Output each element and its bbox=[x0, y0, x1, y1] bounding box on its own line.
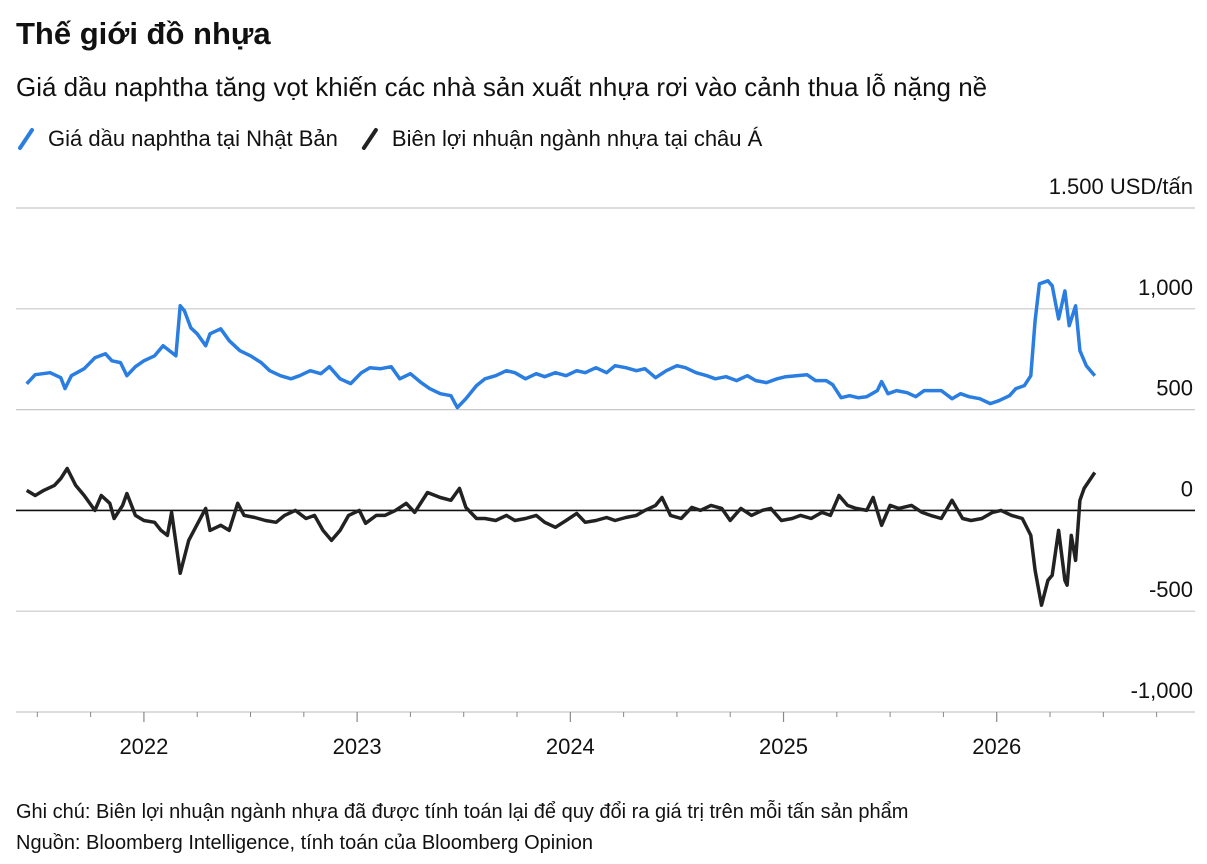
x-tick-label: 2024 bbox=[546, 734, 595, 759]
x-tick-label: 2023 bbox=[333, 734, 382, 759]
x-tick-label: 2022 bbox=[119, 734, 168, 759]
x-tick-label: 2026 bbox=[972, 734, 1021, 759]
y-tick-label: -1,000 bbox=[1131, 678, 1193, 703]
y-tick-label: 1,000 bbox=[1138, 275, 1193, 300]
legend-label: Biên lợi nhuận ngành nhựa tại châu Á bbox=[392, 126, 763, 151]
source: Nguồn: Bloomberg Intelligence, tính toán… bbox=[16, 832, 593, 854]
y-tick-label: 0 bbox=[1181, 476, 1193, 501]
chart-title: Thế giới đồ nhựa bbox=[16, 16, 271, 51]
series-line bbox=[25, 279, 1097, 410]
y-tick-label: 500 bbox=[1156, 376, 1193, 401]
chart-subtitle: Giá dầu naphtha tăng vọt khiến các nhà s… bbox=[16, 72, 987, 102]
note: Ghi chú: Biên lợi nhuận ngành nhựa đã đư… bbox=[16, 800, 908, 823]
x-tick-label: 2025 bbox=[759, 734, 808, 759]
y-tick-label: -500 bbox=[1149, 577, 1193, 602]
y-tick-label: 1.500 USD/tấn bbox=[1049, 174, 1193, 199]
legend-marker bbox=[18, 128, 34, 150]
series-line bbox=[25, 466, 1097, 607]
legend-marker bbox=[361, 128, 378, 150]
legend-label: Giá dầu naphtha tại Nhật Bản bbox=[48, 126, 338, 151]
